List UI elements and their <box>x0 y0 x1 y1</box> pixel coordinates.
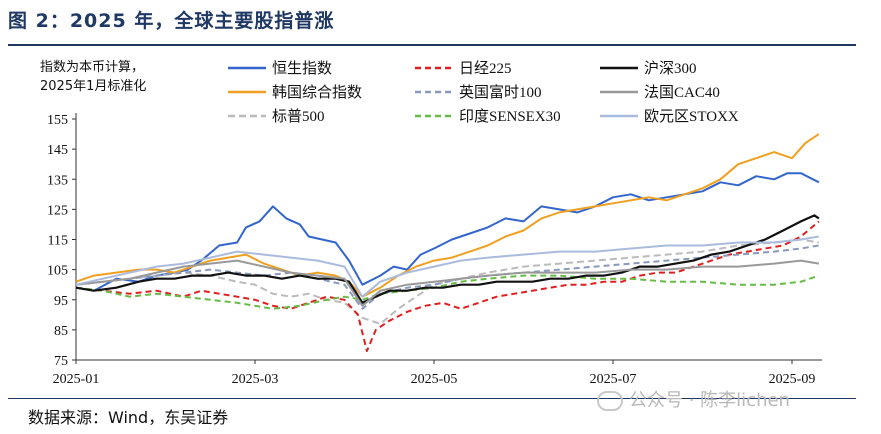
series-line-4 <box>75 244 820 310</box>
source-note: 数据来源：Wind，东吴证券 <box>28 408 229 427</box>
y-tick-label: 95 <box>54 294 68 309</box>
legend-label-0: 恒生指数 <box>272 60 332 77</box>
legend-label-1: 韩国综合指数 <box>272 84 362 101</box>
y-tick-label: 135 <box>47 173 68 188</box>
watermark-text: 公众号 · 陈李lichen <box>629 390 790 411</box>
y-tick-label: 125 <box>47 203 68 218</box>
source-rule <box>8 398 856 399</box>
legend-label-7: 法国CAC40 <box>644 84 720 101</box>
y-axis-note-line2: 2025年1月标准化 <box>40 79 147 94</box>
y-tick-label: 155 <box>47 113 68 128</box>
series-line-1 <box>75 133 820 298</box>
x-tick-label: 2025-03 <box>232 372 279 387</box>
series-line-7 <box>75 259 820 307</box>
y-tick-label: 85 <box>54 324 68 339</box>
y-axis-note-line1: 指数为本币计算， <box>40 60 145 75</box>
legend-label-6: 沪深300 <box>644 60 697 77</box>
series-line-5 <box>75 274 820 310</box>
x-tick-label: 2025-07 <box>590 372 637 387</box>
series-line-3 <box>75 220 820 352</box>
y-axis-note: 指数为本币计算， 2025年1月标准化 <box>40 58 146 96</box>
legend-label-8: 欧元区STOXX <box>644 108 739 125</box>
legend-label-2: 标普500 <box>272 108 325 125</box>
y-tick-label: 75 <box>54 354 68 369</box>
series-line-6 <box>75 214 820 304</box>
x-tick-label: 2025-01 <box>53 372 100 387</box>
y-tick-label: 105 <box>47 264 68 279</box>
title-rule <box>8 44 856 46</box>
watermark: 公众号 · 陈李lichen <box>597 386 790 412</box>
legend-label-5: 印度SENSEX30 <box>459 108 561 125</box>
y-tick-label: 115 <box>48 234 68 249</box>
wechat-icon <box>597 391 623 411</box>
x-tick-label: 2025-09 <box>769 372 816 387</box>
series-line-8 <box>75 235 820 298</box>
figure-title: 图 2：2025 年，全球主要股指普涨 <box>8 10 335 32</box>
legend-label-4: 英国富时100 <box>459 83 542 101</box>
legend-label-3: 日经225 <box>459 60 512 77</box>
x-tick-label: 2025-05 <box>411 372 458 387</box>
y-tick-label: 145 <box>47 143 68 158</box>
